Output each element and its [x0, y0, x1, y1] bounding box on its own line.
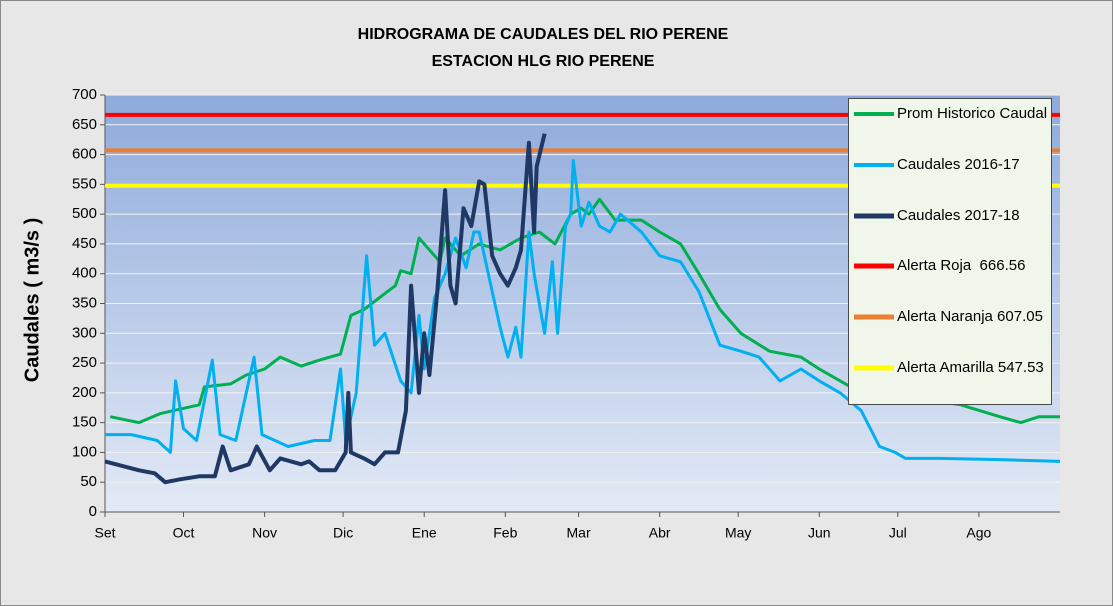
x-tick-label: Nov: [252, 525, 277, 541]
x-tick-label: Feb: [493, 525, 517, 541]
legend-label: Caudales 2016-17: [897, 155, 1020, 173]
legend-label: Prom Historico Caudal: [897, 105, 1048, 122]
chart-subtitle: ESTACION HLG RIO PERENE: [432, 53, 655, 70]
x-tick-label: Dic: [333, 525, 353, 541]
y-tick-label: 200: [72, 384, 97, 401]
chart-title: HIDROGRAMA DE CAUDALES DEL RIO PERENE: [358, 26, 729, 43]
x-tick-label: Abr: [649, 525, 671, 541]
y-tick-label: 500: [72, 205, 97, 222]
legend: Prom Historico Caudal Caudales 2016-17 Cau…: [848, 98, 1052, 405]
x-tick-label: Oct: [173, 525, 195, 541]
series-line: [109, 197, 1060, 425]
legend-label: Alerta Roja 666.56: [897, 257, 1026, 275]
legend-swatch: [854, 213, 894, 219]
x-tick-label: Jul: [889, 525, 907, 541]
x-tick-label: Set: [94, 525, 115, 541]
y-tick-label: 600: [72, 146, 97, 163]
legend-entry: Caudales 2016-17: [849, 153, 1049, 177]
series-line: [104, 133, 547, 485]
y-tick-label: 300: [72, 324, 97, 341]
legend-swatch: [854, 112, 894, 116]
x-tick-label: Mar: [567, 525, 591, 541]
y-tick-label: 350: [72, 294, 97, 311]
x-tick-label: Jun: [808, 525, 831, 541]
y-tick-label: 0: [89, 503, 97, 520]
legend-swatch: [854, 365, 894, 371]
y-tick-label: 100: [72, 443, 97, 460]
y-tick-label: 550: [72, 175, 97, 192]
legend-label: Caudales 2017-18: [897, 206, 1020, 224]
legend-entry: Alerta Naranja 607.05: [849, 305, 1049, 329]
legend-swatch: [854, 263, 894, 269]
y-tick-label: 50: [80, 473, 97, 490]
x-tick-label: Ene: [412, 525, 437, 541]
y-tick-label: 250: [72, 354, 97, 371]
legend-entry: Alerta Amarilla 547.53: [849, 356, 1049, 380]
legend-swatch: [854, 162, 894, 167]
x-tick-label: May: [725, 525, 751, 541]
legend-entry: Caudales 2017-18: [849, 204, 1049, 228]
y-tick-label: 400: [72, 265, 97, 282]
legend-entry: Alerta Roja 666.56: [849, 254, 1049, 278]
y-tick-label: 650: [72, 116, 97, 133]
x-tick-label: Ago: [966, 525, 991, 541]
legend-label: Alerta Naranja 607.05: [897, 308, 1043, 326]
y-tick-label: 700: [72, 86, 97, 103]
y-tick-label: 150: [72, 414, 97, 431]
series-line: [105, 159, 1061, 463]
y-axis-label: Caudales ( m3/s ): [21, 218, 43, 383]
legend-entry: Prom Historico Caudal: [849, 102, 1049, 126]
legend-label: Alerta Amarilla 547.53: [897, 359, 1044, 376]
y-tick-label: 450: [72, 235, 97, 252]
legend-swatch: [854, 314, 894, 320]
